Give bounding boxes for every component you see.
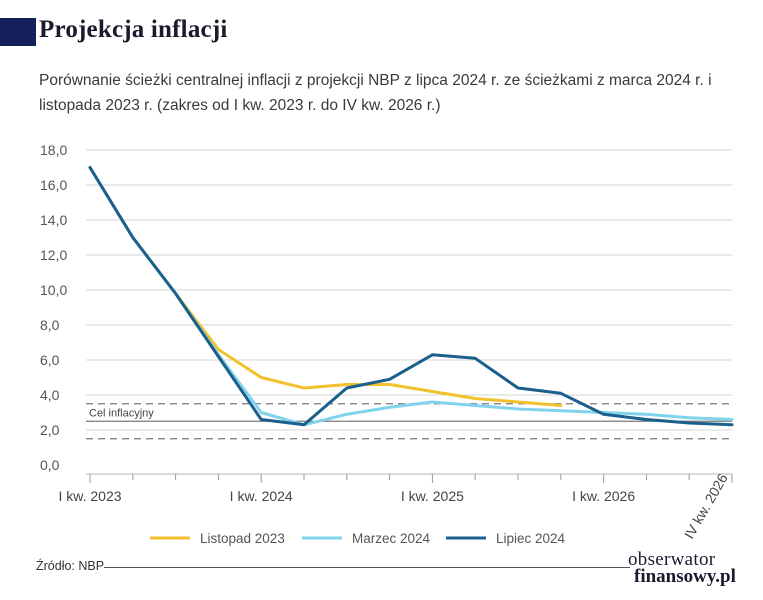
x-tick-label: I kw. 2024 bbox=[230, 488, 293, 504]
y-tick-label: 8,0 bbox=[40, 317, 60, 333]
y-tick-label: 18,0 bbox=[40, 142, 67, 158]
y-tick-label: 16,0 bbox=[40, 177, 67, 193]
logo-text-top: obserwator bbox=[628, 549, 716, 570]
y-tick-label: 6,0 bbox=[40, 352, 60, 368]
target-label: Cel inflacyjny bbox=[89, 407, 154, 419]
chart-title: Projekcja inflacji bbox=[39, 16, 228, 43]
y-tick-label: 10,0 bbox=[40, 282, 67, 298]
x-tick-label: I kw. 2025 bbox=[401, 488, 464, 504]
series-line-2 bbox=[88, 166, 734, 427]
logo-text-bottom: finansowy.pl bbox=[634, 566, 736, 587]
source-note: Źródło: NBP bbox=[36, 559, 105, 573]
x-tick-label: IV kw. 2026 bbox=[681, 471, 731, 542]
brand-logo[interactable]: obserwator finansowy.pl bbox=[628, 549, 748, 587]
chart-subtitle: Porównanie ścieżki centralnej inflacji z… bbox=[39, 72, 712, 114]
y-tick-label: 12,0 bbox=[40, 247, 67, 263]
x-tick-label: I kw. 2023 bbox=[58, 488, 121, 504]
y-tick-label: 0,0 bbox=[40, 457, 60, 473]
legend-label-1: Listopad 2023 bbox=[200, 531, 285, 546]
series-line-3 bbox=[88, 166, 734, 427]
y-tick-label: 2,0 bbox=[40, 422, 60, 438]
legend-label-2: Marzec 2024 bbox=[352, 531, 431, 546]
x-tick-label: I kw. 2026 bbox=[572, 488, 635, 504]
y-tick-label: 4,0 bbox=[40, 387, 60, 403]
title-bar bbox=[0, 18, 36, 46]
legend-label-3: Lipiec 2024 bbox=[496, 531, 566, 546]
footer-divider bbox=[104, 567, 630, 568]
y-tick-label: 14,0 bbox=[40, 212, 67, 228]
